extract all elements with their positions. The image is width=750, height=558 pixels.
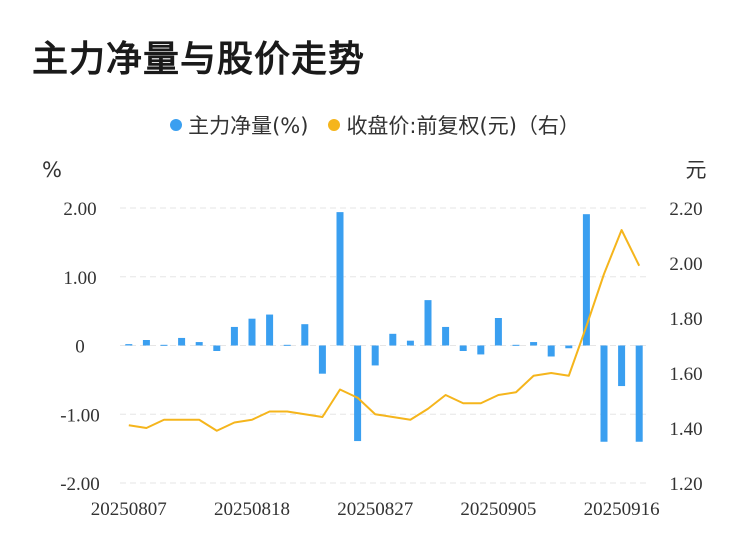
- bar: [318, 345, 326, 374]
- bar: [354, 345, 362, 442]
- bar: [213, 345, 221, 351]
- right-axis-tick-label: 1.60: [669, 364, 702, 385]
- bar: [389, 333, 397, 346]
- bar: [530, 342, 538, 346]
- legend-bar-label: 主力净量(%): [188, 114, 309, 138]
- bar: [301, 324, 309, 346]
- bar: [406, 340, 414, 346]
- bar: [547, 345, 555, 357]
- price-line: [128, 229, 641, 432]
- left-axis-tick-label: 2.00: [63, 199, 96, 220]
- x-axis-tick-label: 20250818: [214, 499, 290, 520]
- bar: [266, 314, 274, 346]
- right-axis-ticks: 2.20 2.00 1.80 1.60 1.40 1.20: [669, 199, 702, 495]
- bar: [512, 344, 520, 346]
- left-axis-tick-label: 0: [75, 337, 85, 358]
- bar: [230, 326, 238, 346]
- right-axis-tick-label: 1.20: [669, 474, 702, 495]
- bar: [459, 345, 467, 351]
- x-axis-tick-label: 20250905: [460, 499, 536, 520]
- x-axis-tick-label: 20250807: [91, 499, 167, 520]
- bar: [618, 345, 626, 387]
- gridlines: [120, 207, 648, 484]
- bar: [160, 344, 168, 346]
- right-axis-tick-label: 1.80: [669, 309, 702, 330]
- line-series: [128, 229, 641, 432]
- bar: [178, 337, 186, 346]
- bar: [442, 326, 450, 346]
- bar: [371, 345, 379, 366]
- left-axis-tick-label: -1.00: [60, 405, 100, 426]
- legend-line-label: 收盘价:前复权(元)（右）: [346, 114, 580, 138]
- right-axis-tick-label: 1.40: [669, 419, 702, 440]
- right-axis-tick-label: 2.20: [669, 199, 702, 220]
- left-axis-ticks: 2.00 1.00 0 -1.00 -2.00: [60, 199, 100, 495]
- bar: [142, 340, 150, 346]
- bar: [248, 318, 256, 346]
- x-axis-ticks: 20250807 20250818 20250827 20250905 20250916: [91, 499, 660, 520]
- x-axis-tick-label: 20250916: [584, 499, 660, 520]
- right-axis-unit: 元: [686, 158, 707, 182]
- bar: [336, 212, 344, 346]
- bar: [125, 344, 133, 346]
- bar: [635, 345, 643, 442]
- bar: [283, 344, 291, 346]
- chart-title: 主力净量与股价走势: [32, 39, 366, 80]
- x-axis-tick-label: 20250827: [337, 499, 413, 520]
- legend-bar-dot-icon: [170, 119, 183, 131]
- bar: [424, 300, 432, 346]
- bar: [494, 318, 502, 346]
- legend-line-dot-icon: [328, 119, 341, 131]
- left-axis-tick-label: 1.00: [63, 268, 96, 289]
- legend-item-line[interactable]: 收盘价:前复权(元)（右）: [328, 110, 580, 140]
- left-axis-tick-label: -2.00: [60, 474, 100, 495]
- bar: [582, 214, 590, 346]
- bar: [565, 345, 573, 349]
- right-axis-tick-label: 2.00: [669, 254, 702, 275]
- bar: [600, 345, 608, 442]
- legend: 主力净量(%) 收盘价:前复权(元)（右）: [0, 110, 750, 140]
- bar: [477, 345, 485, 355]
- bar-series: [125, 212, 643, 442]
- left-axis-unit: %: [42, 158, 62, 182]
- bar: [195, 342, 203, 346]
- legend-item-bar[interactable]: 主力净量(%): [170, 110, 308, 140]
